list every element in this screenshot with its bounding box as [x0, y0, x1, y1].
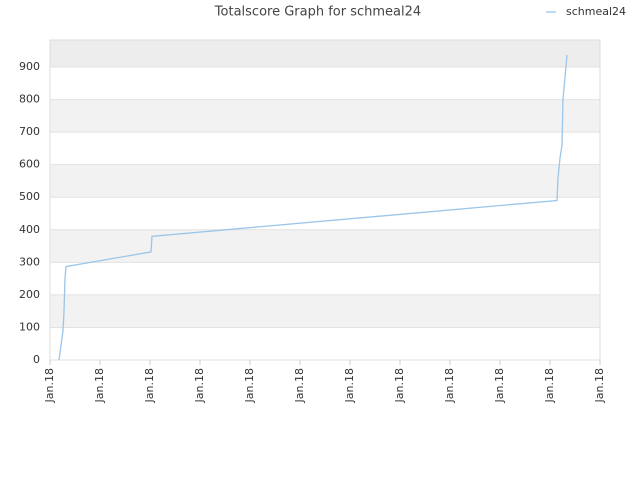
y-tick-label: 800: [19, 93, 40, 106]
x-tick-label: Jan.18: [543, 368, 556, 403]
grid-band: [50, 67, 600, 100]
grid-band: [50, 164, 600, 198]
x-tick-label: Jan.18: [493, 368, 506, 403]
y-tick-label: 900: [19, 60, 40, 73]
grid-band: [50, 229, 600, 263]
y-tick-label: 700: [19, 125, 40, 138]
y-tick-label: 300: [19, 255, 40, 268]
x-tick-label: Jan.18: [393, 368, 406, 403]
y-tick-label: 200: [19, 288, 40, 301]
x-tick-label: Jan.18: [593, 368, 606, 403]
y-tick-label: 400: [19, 223, 40, 236]
grid-band: [50, 197, 600, 230]
x-tick-label: Jan.18: [143, 368, 156, 403]
series-line: [58, 54, 568, 361]
grid-band: [50, 99, 600, 133]
y-tick-label: 500: [19, 190, 40, 203]
y-tick-label: 600: [19, 158, 40, 171]
x-tick-label: Jan.18: [43, 368, 56, 403]
x-tick-label: Jan.18: [443, 368, 456, 403]
grid-band: [50, 294, 600, 328]
chart-title: Totalscore Graph for schmeal24: [214, 5, 421, 20]
grid-band: [50, 40, 600, 68]
grid-band: [50, 327, 600, 360]
grid-band: [50, 132, 600, 165]
x-tick-label: Jan.18: [293, 368, 306, 403]
legend-label: schmeal24: [566, 5, 626, 18]
y-tick-label: 100: [19, 320, 40, 333]
y-tick-label: 0: [33, 353, 40, 366]
grid-band: [50, 262, 600, 295]
x-tick-label: Jan.18: [193, 368, 206, 403]
x-tick-label: Jan.18: [243, 368, 256, 403]
x-tick-label: Jan.18: [343, 368, 356, 403]
x-tick-label: Jan.18: [93, 368, 106, 403]
